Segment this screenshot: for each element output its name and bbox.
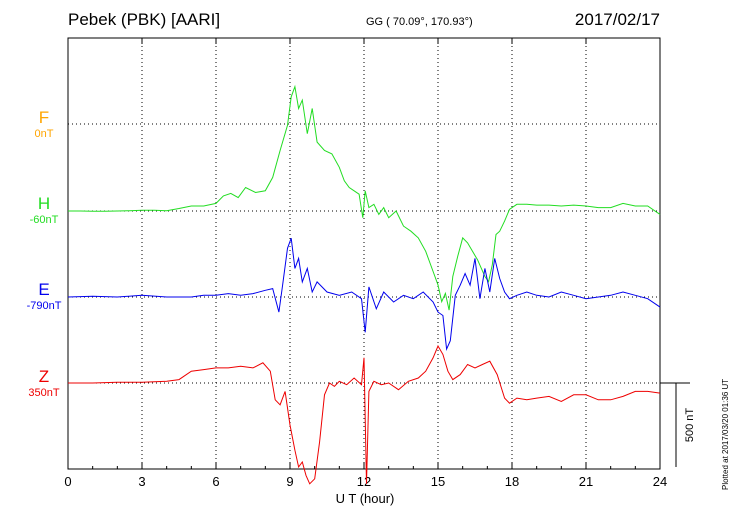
x-tick-label: 3 bbox=[138, 474, 145, 489]
x-tick-label: 18 bbox=[505, 474, 519, 489]
series-line-z bbox=[68, 344, 661, 485]
component-label-e: E -790nT bbox=[14, 280, 74, 312]
x-axis-label: U T (hour) bbox=[336, 491, 395, 506]
x-tick-label: 6 bbox=[212, 474, 219, 489]
component-label-h: H -60nT bbox=[14, 194, 74, 226]
scale-bar: 500 nT bbox=[660, 382, 696, 467]
component-code-z: Z bbox=[38, 367, 50, 386]
x-tick-label: 15 bbox=[431, 474, 445, 489]
component-code-h: H bbox=[37, 194, 51, 213]
scale-bar-label: 500 nT bbox=[684, 408, 696, 443]
component-baseline-h: -60nT bbox=[29, 214, 59, 226]
component-label-z: Z 350nT bbox=[14, 367, 74, 399]
series-line-h bbox=[68, 84, 661, 311]
component-baseline-z: 350nT bbox=[28, 387, 60, 399]
x-tick-label: 9 bbox=[286, 474, 293, 489]
grid bbox=[68, 38, 660, 469]
component-code-e: E bbox=[38, 280, 50, 299]
x-tick-label: 24 bbox=[653, 474, 667, 489]
component-code-f: F bbox=[38, 108, 50, 127]
x-tick-label: 21 bbox=[579, 474, 593, 489]
chart-title: Pebek (PBK) [AARI] bbox=[68, 10, 221, 29]
series-line-e bbox=[67, 238, 661, 352]
x-tick-label: 12 bbox=[357, 474, 371, 489]
station-coordinates: GG ( 70.09°, 170.93°) bbox=[366, 16, 473, 28]
plotted-timestamp: Plotted at 2017/03/20 01:36 UT bbox=[721, 378, 730, 490]
x-axis-ticks: 0 3 6 9 12 15 18 21 24 bbox=[64, 38, 667, 489]
component-label-f: F 0nT bbox=[14, 108, 74, 140]
series-lines bbox=[67, 84, 661, 485]
component-baseline-f: 0nT bbox=[34, 128, 54, 140]
x-tick-label: 0 bbox=[64, 474, 71, 489]
component-baseline-e: -790nT bbox=[26, 300, 62, 312]
chart-date: 2017/02/17 bbox=[574, 10, 660, 29]
